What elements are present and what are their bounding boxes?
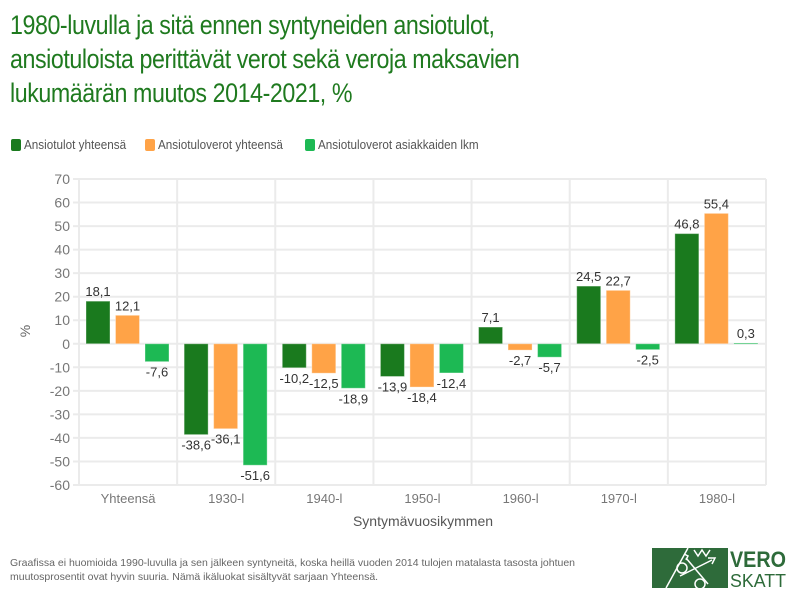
bar[interactable]	[183, 343, 209, 436]
data-label: 7,1	[482, 310, 500, 325]
legend-swatch	[305, 138, 316, 151]
y-tick-label: -60	[50, 477, 70, 493]
bar[interactable]	[340, 343, 366, 389]
y-tick-label: -20	[50, 383, 70, 399]
y-tick-label: 50	[54, 218, 70, 234]
legend-swatch	[145, 138, 156, 151]
chart-title: 1980-luvulla ja sitä ennen syntyneiden a…	[10, 8, 784, 110]
bar[interactable]	[311, 343, 337, 374]
bar[interactable]	[115, 314, 140, 345]
y-tick-label: -50	[50, 453, 70, 469]
y-axis: 70 60 50 40 30 20 10 0 -10 -20 -30 -40 -50 -60	[50, 171, 70, 493]
x-tick-label: 1970-l	[601, 491, 637, 506]
data-label: 55,4	[704, 196, 729, 211]
bar[interactable]	[379, 343, 405, 377]
x-tick-label: 1950-l	[404, 491, 440, 506]
y-tick-label: 60	[54, 195, 70, 211]
bars: 18,112,1-7,6-38,6 -36,1-51,6-10,2 -12,5-18…	[85, 196, 759, 483]
y-axis-label: %	[17, 325, 33, 337]
data-label: 24,5	[576, 269, 601, 284]
y-tick-label: 30	[54, 265, 70, 281]
y-tick-label: -10	[50, 359, 70, 375]
data-label: -5,7	[538, 360, 560, 375]
data-label: 18,1	[85, 284, 110, 299]
x-tick-label: 1940-l	[306, 491, 342, 506]
bar[interactable]	[144, 343, 170, 363]
logo-text-vero: VERO	[730, 547, 786, 572]
data-label: -7,6	[146, 365, 168, 380]
data-label: -18,9	[338, 391, 368, 406]
data-label: -38,6	[181, 438, 211, 453]
y-tick-label: -40	[50, 430, 70, 446]
bar[interactable]	[242, 343, 268, 466]
chart-title-line: 1980-luvulla ja sitä ennen syntyneiden a…	[10, 10, 495, 40]
bar[interactable]	[674, 233, 700, 345]
legend-swatch	[11, 138, 21, 151]
logo-text-skatt: SKATT	[730, 571, 786, 590]
gridlines	[73, 178, 767, 486]
bar[interactable]	[733, 342, 759, 345]
legend-item-ansiotuloverot[interactable]: Ansiotuloverot yhteensä	[145, 137, 297, 152]
data-label: 46,8	[674, 217, 699, 232]
chart-legend: Ansiotulot yhteensä Ansiotuloverot yhtee…	[11, 137, 505, 152]
y-tick-label: 70	[54, 171, 70, 187]
chart-title-line: ansiotuloista perittävät verot sekä vero…	[10, 44, 520, 74]
bar[interactable]	[85, 300, 111, 345]
data-label: 0,3	[737, 326, 755, 341]
data-label: -10,2	[279, 371, 309, 386]
legend-label: Ansiotuloverot yhteensä	[158, 137, 284, 152]
bar[interactable]	[409, 343, 435, 388]
x-axis-label: Syntymävuosikymmen	[353, 513, 493, 529]
y-tick-label: 10	[54, 312, 70, 328]
chart-title-line: lukumäärän muutos 2014-2021, %	[10, 78, 353, 108]
data-label: -2,5	[637, 353, 659, 368]
data-label: -12,5	[309, 376, 339, 391]
x-axis: Yhteensä 1930-l 1940-l 1950-l 1960-l 1970-l 19…	[101, 491, 736, 506]
bar[interactable]	[537, 343, 563, 358]
data-label: -13,9	[378, 379, 408, 394]
y-tick-label: 0	[62, 336, 70, 352]
y-tick-label: 20	[54, 289, 70, 305]
bar[interactable]	[703, 212, 729, 345]
bar-chart: 70 60 50 40 30 20 10 0 -10 -20 -30 -40 -50 -60 18,1 12…	[17, 171, 767, 529]
bar[interactable]	[213, 343, 239, 430]
bar[interactable]	[605, 289, 631, 345]
data-label: -51,6	[240, 468, 270, 483]
legend-item-ansiotulot[interactable]: Ansiotulot yhteensä	[11, 137, 137, 152]
bar[interactable]	[507, 343, 533, 351]
x-tick-label: 1960-l	[503, 491, 539, 506]
bar[interactable]	[576, 285, 602, 345]
vero-skatt-logo: VERO SKATT	[652, 546, 788, 590]
y-tick-label: 40	[54, 242, 70, 258]
legend-item-asiakkaiden-lkm[interactable]: Ansiotuloverot asiakkaiden lkm	[305, 137, 496, 152]
emblem-icon	[665, 547, 717, 590]
y-tick-label: -30	[50, 406, 70, 422]
bar[interactable]	[635, 343, 661, 351]
data-label: -2,7	[509, 353, 531, 368]
legend-label: Ansiotuloverot asiakkaiden lkm	[318, 137, 479, 152]
x-tick-label: 1980-l	[699, 491, 735, 506]
data-label: 12,1	[115, 298, 140, 313]
bar[interactable]	[281, 343, 307, 369]
footnote: Graafissa ei huomioida 1990-luvulla ja s…	[10, 556, 650, 584]
legend-label: Ansiotulot yhteensä	[24, 137, 127, 152]
bar[interactable]	[478, 326, 504, 345]
x-tick-label: 1930-l	[208, 491, 244, 506]
x-tick-label: Yhteensä	[101, 491, 157, 506]
footnote-line: muutosprosentit ovat hyvin suuria. Nämä …	[10, 571, 379, 583]
footnote-line: Graafissa ei huomioida 1990-luvulla ja s…	[10, 557, 576, 569]
bar[interactable]	[438, 343, 464, 374]
data-label: 22,7	[606, 273, 631, 288]
data-label: -12,4	[437, 376, 467, 391]
data-label: -36,1	[211, 432, 241, 447]
data-label: -18,4	[407, 390, 437, 405]
